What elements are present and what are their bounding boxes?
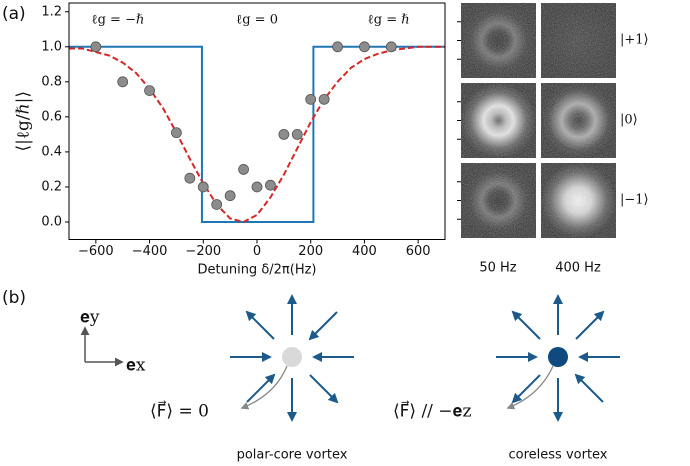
data-point	[385, 41, 397, 53]
y-tick-label: 0.4	[41, 144, 62, 159]
vortex	[230, 294, 354, 422]
y-axis-label: ⟨|ℓg/ℏ|⟩	[14, 91, 34, 151]
data-point	[171, 127, 182, 139]
data-point	[332, 41, 343, 53]
data-point	[251, 181, 263, 193]
data-point	[90, 41, 102, 53]
annotation: ℓg = −ℏ	[91, 13, 144, 28]
vortex	[496, 294, 620, 422]
column-label: 50 Hz	[479, 261, 516, 276]
plot-frame	[68, 2, 446, 240]
data-point	[197, 181, 209, 193]
axis-label: 𝐞y	[80, 308, 100, 328]
data-point	[318, 93, 330, 105]
annotation: ℓg = 0	[236, 13, 278, 28]
data-point	[291, 128, 303, 140]
data-point	[238, 164, 249, 175]
annotation: ℓg = ℏ	[368, 13, 410, 28]
x-tick-label: −600	[78, 244, 114, 259]
y-tick-label: 0.0	[41, 214, 62, 229]
image	[541, 83, 616, 158]
image	[461, 3, 536, 78]
y-tick-label: 1.0	[41, 39, 62, 54]
fit-curve	[69, 45, 445, 224]
image	[541, 3, 616, 78]
data-point	[265, 179, 276, 191]
row-label: |0⟩	[620, 113, 638, 128]
y-tick-label: 0.6	[41, 109, 62, 124]
data-point	[278, 128, 290, 140]
step-line	[69, 45, 445, 223]
data-point	[359, 41, 370, 53]
x-tick-label: 600	[406, 244, 431, 259]
x-tick-label: −400	[132, 244, 168, 259]
y-tick-label: 0.2	[41, 179, 62, 194]
x-tick-label: 200	[298, 244, 323, 259]
y-tick-label: 1.2	[41, 4, 62, 19]
x-tick-label: 400	[352, 244, 377, 259]
axes-diagram	[80, 326, 124, 367]
x-tick-label: −200	[185, 244, 221, 259]
panel-label: (a)	[2, 4, 26, 24]
annotation: ⟨F⃗⟩ // −𝐞z	[393, 400, 471, 421]
image	[461, 83, 536, 158]
caption: polar-core vortex	[237, 448, 348, 463]
row-label: |−1⟩	[620, 193, 649, 208]
image	[541, 163, 616, 238]
data-point	[211, 199, 223, 210]
data-point	[117, 76, 129, 88]
image-grid	[461, 3, 616, 238]
x-tick-label: 0	[253, 244, 261, 259]
column-label: 400 Hz	[555, 261, 601, 276]
panel-label: (b)	[2, 288, 26, 308]
data-point	[144, 85, 155, 96]
caption: coreless vortex	[509, 448, 608, 463]
data-point	[184, 172, 196, 184]
image	[461, 163, 536, 238]
x-axis-label: Detuning δ/2π(Hz)	[198, 263, 317, 278]
data-point	[305, 93, 317, 105]
axis-label: 𝐞x	[126, 356, 146, 376]
row-label: |+1⟩	[620, 33, 649, 48]
data-point	[224, 190, 236, 202]
annotation: ⟨F⃗⟩ = 0	[150, 400, 209, 421]
y-tick-label: 0.8	[41, 74, 62, 89]
